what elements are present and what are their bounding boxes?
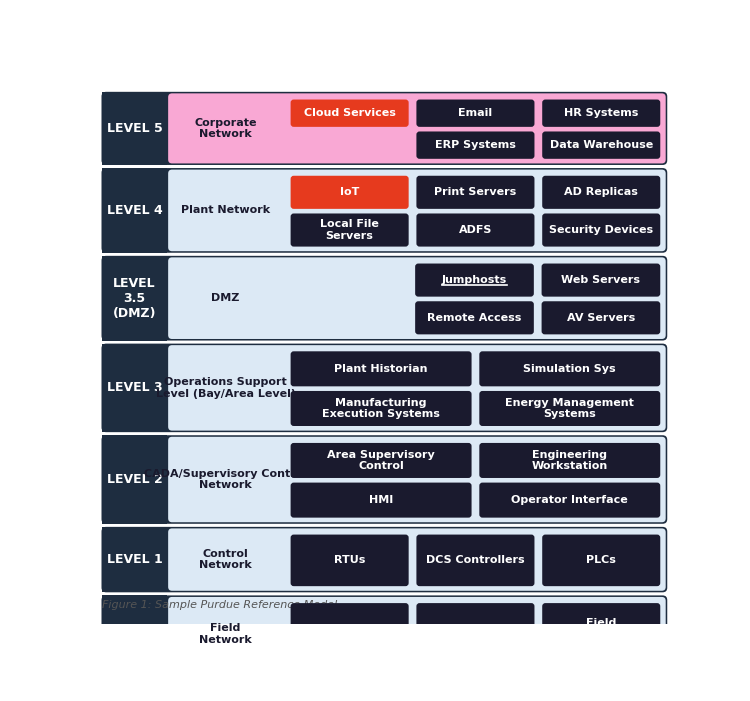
FancyBboxPatch shape: [168, 597, 666, 671]
FancyBboxPatch shape: [542, 301, 660, 334]
Text: Actuators: Actuators: [445, 629, 506, 640]
Text: Field
Instrumentation
Devices: Field Instrumentation Devices: [550, 618, 652, 651]
Text: Email: Email: [458, 108, 493, 118]
FancyBboxPatch shape: [416, 535, 535, 586]
FancyBboxPatch shape: [168, 345, 666, 430]
FancyBboxPatch shape: [542, 264, 660, 297]
Text: AV Servers: AV Servers: [567, 313, 635, 323]
FancyBboxPatch shape: [290, 214, 409, 247]
Text: DMZ: DMZ: [211, 293, 240, 303]
Text: Security Devices: Security Devices: [549, 225, 653, 235]
Text: Area Supervisory
Control: Area Supervisory Control: [327, 449, 435, 471]
Text: ADFS: ADFS: [459, 225, 492, 235]
FancyBboxPatch shape: [479, 482, 660, 517]
FancyBboxPatch shape: [416, 603, 535, 666]
Text: Cloud Services: Cloud Services: [304, 108, 395, 118]
FancyBboxPatch shape: [542, 535, 660, 586]
FancyBboxPatch shape: [542, 603, 660, 666]
FancyBboxPatch shape: [101, 595, 668, 672]
FancyBboxPatch shape: [542, 214, 660, 247]
FancyBboxPatch shape: [416, 100, 535, 127]
FancyBboxPatch shape: [101, 256, 668, 341]
Text: Simulation Sys: Simulation Sys: [524, 364, 616, 374]
FancyBboxPatch shape: [101, 168, 668, 253]
FancyBboxPatch shape: [416, 132, 535, 159]
Text: HR Systems: HR Systems: [564, 108, 638, 118]
Text: Plant Network: Plant Network: [181, 205, 270, 215]
Text: HMI: HMI: [369, 495, 393, 505]
Text: LEVEL 0: LEVEL 0: [106, 627, 162, 641]
Text: IoT: IoT: [340, 187, 359, 197]
Text: LEVEL 2: LEVEL 2: [106, 473, 162, 486]
FancyBboxPatch shape: [416, 214, 535, 247]
FancyBboxPatch shape: [168, 170, 666, 251]
Text: LEVEL 1: LEVEL 1: [106, 553, 162, 566]
Text: AD Replicas: AD Replicas: [564, 187, 638, 197]
FancyBboxPatch shape: [290, 603, 409, 666]
Text: DCS Controllers: DCS Controllers: [426, 555, 525, 566]
FancyBboxPatch shape: [290, 351, 472, 386]
Bar: [101, 435, 167, 524]
FancyBboxPatch shape: [101, 343, 668, 432]
Text: RTUs: RTUs: [334, 555, 365, 566]
FancyBboxPatch shape: [290, 443, 472, 478]
FancyBboxPatch shape: [542, 132, 660, 159]
Text: Plant Historian: Plant Historian: [334, 364, 427, 374]
Text: Energy Management
Systems: Energy Management Systems: [506, 397, 634, 419]
Bar: [101, 168, 167, 253]
FancyBboxPatch shape: [290, 100, 409, 127]
Text: Print Servers: Print Servers: [434, 187, 517, 197]
Text: LEVEL 5: LEVEL 5: [106, 122, 162, 135]
Text: LEVEL 4: LEVEL 4: [106, 204, 162, 217]
FancyBboxPatch shape: [479, 443, 660, 478]
Text: Corporate
Network: Corporate Network: [194, 118, 256, 139]
FancyBboxPatch shape: [290, 482, 472, 517]
FancyBboxPatch shape: [168, 93, 666, 163]
FancyBboxPatch shape: [479, 391, 660, 426]
Text: Operator Interface: Operator Interface: [512, 495, 628, 505]
FancyBboxPatch shape: [168, 437, 666, 522]
FancyBboxPatch shape: [290, 176, 409, 209]
Bar: [101, 343, 167, 432]
Text: Data Warehouse: Data Warehouse: [550, 140, 652, 150]
FancyBboxPatch shape: [542, 100, 660, 127]
Text: Operations Support
Level (Bay/Area Level): Operations Support Level (Bay/Area Level…: [155, 377, 296, 399]
FancyBboxPatch shape: [416, 176, 535, 209]
Text: Manufacturing
Execution Systems: Manufacturing Execution Systems: [322, 397, 440, 419]
Text: Web Servers: Web Servers: [562, 275, 640, 285]
Text: Remote Access: Remote Access: [427, 313, 522, 323]
Text: PLCs: PLCs: [586, 555, 616, 566]
FancyBboxPatch shape: [168, 257, 666, 339]
FancyBboxPatch shape: [101, 527, 668, 592]
FancyBboxPatch shape: [479, 351, 660, 386]
Text: Field
Network: Field Network: [200, 623, 252, 645]
FancyBboxPatch shape: [168, 529, 666, 591]
FancyBboxPatch shape: [416, 301, 534, 334]
Bar: [101, 92, 167, 165]
Text: CADA/Supervisory Control
Network: CADA/Supervisory Control Network: [144, 469, 307, 490]
Text: LEVEL 3: LEVEL 3: [106, 381, 162, 395]
FancyBboxPatch shape: [542, 176, 660, 209]
Text: Jumphosts: Jumphosts: [442, 275, 507, 285]
FancyBboxPatch shape: [101, 92, 668, 165]
Text: Engineering
Workstation: Engineering Workstation: [532, 449, 608, 471]
Text: ERP Systems: ERP Systems: [435, 140, 516, 150]
Text: Control
Network: Control Network: [200, 549, 252, 571]
Text: Sensors: Sensors: [325, 629, 374, 640]
Bar: [101, 256, 167, 341]
Text: Local File
Servers: Local File Servers: [320, 219, 379, 241]
FancyBboxPatch shape: [290, 535, 409, 586]
Bar: [101, 527, 167, 592]
Text: Figure 1: Sample Purdue Reference Model: Figure 1: Sample Purdue Reference Model: [101, 600, 337, 610]
FancyBboxPatch shape: [416, 264, 534, 297]
Bar: [101, 595, 167, 672]
Text: LEVEL
3.5
(DMZ): LEVEL 3.5 (DMZ): [112, 277, 156, 320]
FancyBboxPatch shape: [101, 435, 668, 524]
FancyBboxPatch shape: [290, 391, 472, 426]
